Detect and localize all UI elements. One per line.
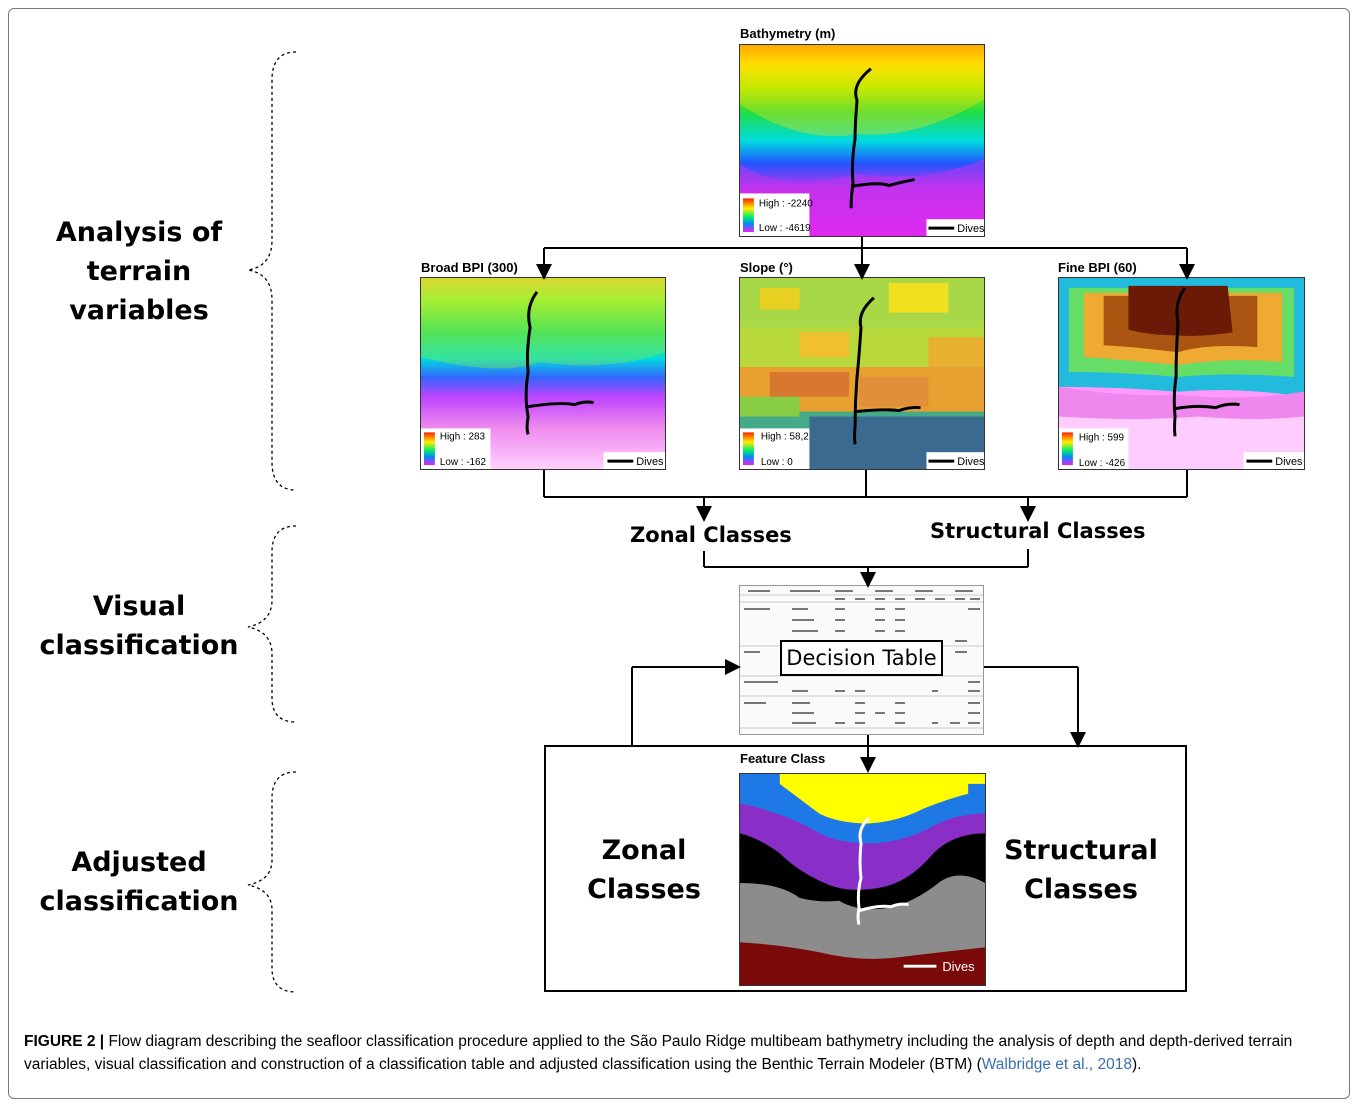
slope-dives: Dives <box>957 456 984 468</box>
broad-bpi-title: Broad BPI (300) <box>421 260 518 275</box>
feature-class-dives: Dives <box>942 959 974 974</box>
structural-classes-result-label: Structural Classes <box>1004 835 1158 905</box>
fine-bpi-map: High : 599 Low : -426 Dives <box>1058 277 1305 470</box>
decision-table-label: Decision Table <box>780 640 943 676</box>
fine-bpi-low: Low : -426 <box>1079 458 1126 469</box>
bathymetry-dives: Dives <box>957 223 984 235</box>
feature-class-map: Dives <box>739 773 986 986</box>
citation-link[interactable]: Walbridge et al., 2018 <box>981 1056 1132 1073</box>
fine-bpi-title: Fine BPI (60) <box>1058 260 1137 275</box>
fine-bpi-high: High : 599 <box>1079 432 1125 443</box>
adjusted-classification-box <box>544 745 1187 992</box>
slope-map: High : 58,2 Low : 0 Dives <box>739 277 985 470</box>
figure-number: FIGURE 2 | <box>24 1033 105 1050</box>
stage-analysis-label: Analysis of terrain variables <box>55 217 223 326</box>
bathymetry-title: Bathymetry (m) <box>740 26 836 41</box>
structural-classes-label: Structural Classes <box>930 519 1146 543</box>
bathymetry-map: High : -2240 Low : -4619 Dives <box>739 44 985 237</box>
slope-high: High : 58,2 <box>761 431 809 442</box>
caption-end: ). <box>1131 1056 1142 1073</box>
figure-caption: FIGURE 2 | Flow diagram describing the s… <box>24 1030 1334 1076</box>
broad-bpi-dives: Dives <box>636 456 664 468</box>
broad-bpi-high: High : 283 <box>440 431 486 442</box>
stage-adjusted-label: Adjusted classification <box>39 847 239 917</box>
broad-bpi-low: Low : -162 <box>440 457 486 468</box>
figure-frame <box>8 8 1350 1099</box>
stage-visual-label: Visual classification <box>39 591 239 661</box>
slope-low: Low : 0 <box>761 457 793 468</box>
bathymetry-low: Low : -4619 <box>759 223 811 234</box>
zonal-classes-result-label: Zonal Classes <box>587 835 701 905</box>
bathymetry-high: High : -2240 <box>759 198 813 209</box>
zonal-classes-label: Zonal Classes <box>630 523 792 547</box>
broad-bpi-map: High : 283 Low : -162 Dives <box>420 277 666 470</box>
feature-class-title: Feature Class <box>740 751 826 766</box>
caption-text: Flow diagram describing the seafloor cla… <box>24 1033 1293 1073</box>
fine-bpi-dives: Dives <box>1275 456 1303 468</box>
slope-title: Slope (°) <box>740 260 793 275</box>
